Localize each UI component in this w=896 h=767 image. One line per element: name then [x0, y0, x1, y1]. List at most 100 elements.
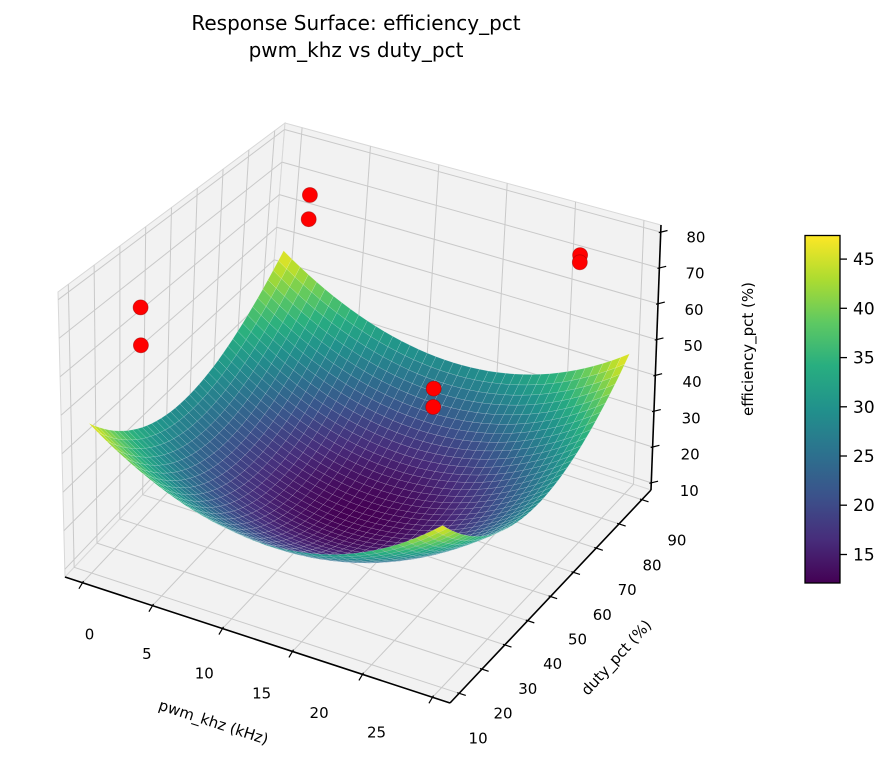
gridline — [57, 129, 285, 301]
tick-label: 40 — [543, 655, 562, 673]
tick-label: 90 — [667, 532, 686, 550]
tick-mark — [218, 626, 225, 635]
surface-mesh — [88, 250, 631, 564]
colorbar-tick-label: 15 — [853, 546, 875, 566]
data-point — [301, 187, 318, 203]
surface-quad — [530, 497, 545, 507]
surface-quad — [516, 511, 531, 521]
colorbar-tick-label: 45 — [853, 250, 875, 270]
tick-mark — [653, 373, 663, 377]
gridline — [93, 265, 98, 544]
gridline — [62, 291, 272, 493]
surface-quad — [544, 480, 559, 491]
data-point — [300, 211, 317, 228]
surface-quad — [488, 530, 503, 537]
data-point — [571, 254, 588, 271]
surface-quad — [615, 353, 631, 369]
gridline — [67, 284, 75, 568]
data-point — [425, 399, 442, 415]
tick-label: 10 — [195, 665, 214, 683]
colorbar-tick-label: 20 — [853, 496, 875, 516]
surface-quad — [447, 532, 462, 539]
axis-tick-labels: 0 5 10 15 20 25 10 20 30 40 50 60 70 80 90 10 20 30 40 50 60… — [85, 228, 706, 747]
tick-mark — [594, 546, 604, 551]
surface-quad — [502, 522, 517, 531]
tick-mark — [639, 498, 649, 503]
tick-label: 40 — [683, 373, 702, 391]
tick-mark — [525, 619, 535, 624]
gridline — [281, 161, 660, 269]
gridline — [274, 259, 656, 376]
tick-label: 50 — [684, 337, 703, 355]
axis-spine — [64, 576, 451, 704]
tick-mark — [655, 301, 665, 305]
gridline — [279, 194, 659, 305]
surface-quad — [567, 445, 583, 458]
tick-mark — [571, 571, 581, 576]
axis-tick-marks — [78, 229, 668, 704]
colorbar-bar — [804, 234, 841, 584]
surface-quad — [507, 519, 522, 528]
tick-label: 25 — [367, 723, 386, 741]
tick-mark — [148, 603, 155, 612]
tick-mark — [650, 444, 660, 449]
surface-quad — [433, 525, 448, 533]
data-point — [132, 337, 149, 354]
gridline — [61, 259, 275, 455]
tick-mark — [616, 522, 626, 527]
tick-label: 15 — [252, 684, 271, 702]
surface-quad — [484, 532, 499, 539]
z-axis-title: efficiency_pct (%) — [739, 282, 758, 416]
surface-quad — [521, 507, 535, 516]
tick-mark — [654, 337, 664, 341]
gridline — [73, 566, 460, 694]
gridline — [633, 220, 645, 485]
surface-quad — [460, 535, 476, 541]
gridline — [96, 542, 483, 670]
tick-label: 20 — [493, 705, 512, 723]
gridline — [58, 161, 283, 339]
tick-label: 60 — [593, 606, 612, 624]
tick-label: 10 — [680, 482, 699, 500]
surface-quad — [475, 534, 489, 541]
tick-mark — [658, 229, 668, 234]
surface-quad — [465, 536, 480, 541]
surface-quad — [525, 502, 540, 512]
surface-quad — [498, 525, 512, 533]
colorbar-tick-label: 40 — [853, 299, 875, 319]
colorbar-tick-label: 25 — [853, 447, 875, 467]
tick-mark — [502, 643, 512, 648]
gridline — [276, 226, 657, 341]
tick-label: 10 — [469, 729, 488, 747]
tick-label: 80 — [686, 228, 705, 246]
axis-spine — [650, 224, 662, 491]
colorbar: 15 20 25 30 35 40 45 — [804, 234, 875, 584]
tick-mark — [649, 480, 659, 484]
scatter-points — [132, 187, 588, 415]
tick-mark — [78, 580, 85, 590]
tick-label: 20 — [681, 446, 700, 464]
tick-label: 30 — [682, 409, 701, 427]
tick-mark — [358, 672, 365, 681]
chart-title-line1: Response Surface: efficiency_pct — [191, 11, 520, 35]
tick-label: 70 — [618, 581, 637, 599]
gridline — [119, 518, 505, 646]
tick-label: 20 — [310, 704, 329, 722]
x-axis-title: pwm_khz (kHz) — [156, 696, 271, 749]
tick-mark — [657, 265, 667, 270]
tick-mark — [288, 649, 295, 658]
data-point — [425, 380, 442, 397]
tick-label: 60 — [684, 301, 703, 319]
gridline — [60, 226, 278, 416]
tick-mark — [479, 667, 489, 672]
colorbar-tick-label: 30 — [853, 398, 875, 418]
tick-label: 70 — [685, 265, 704, 283]
surface-quad — [456, 535, 472, 541]
tick-label: 5 — [142, 645, 152, 663]
gridline — [59, 194, 280, 378]
colorbar-tick-label: 35 — [853, 349, 875, 369]
surface-quad — [511, 515, 526, 524]
y-axis-title: duty_pct (%) — [577, 616, 656, 699]
